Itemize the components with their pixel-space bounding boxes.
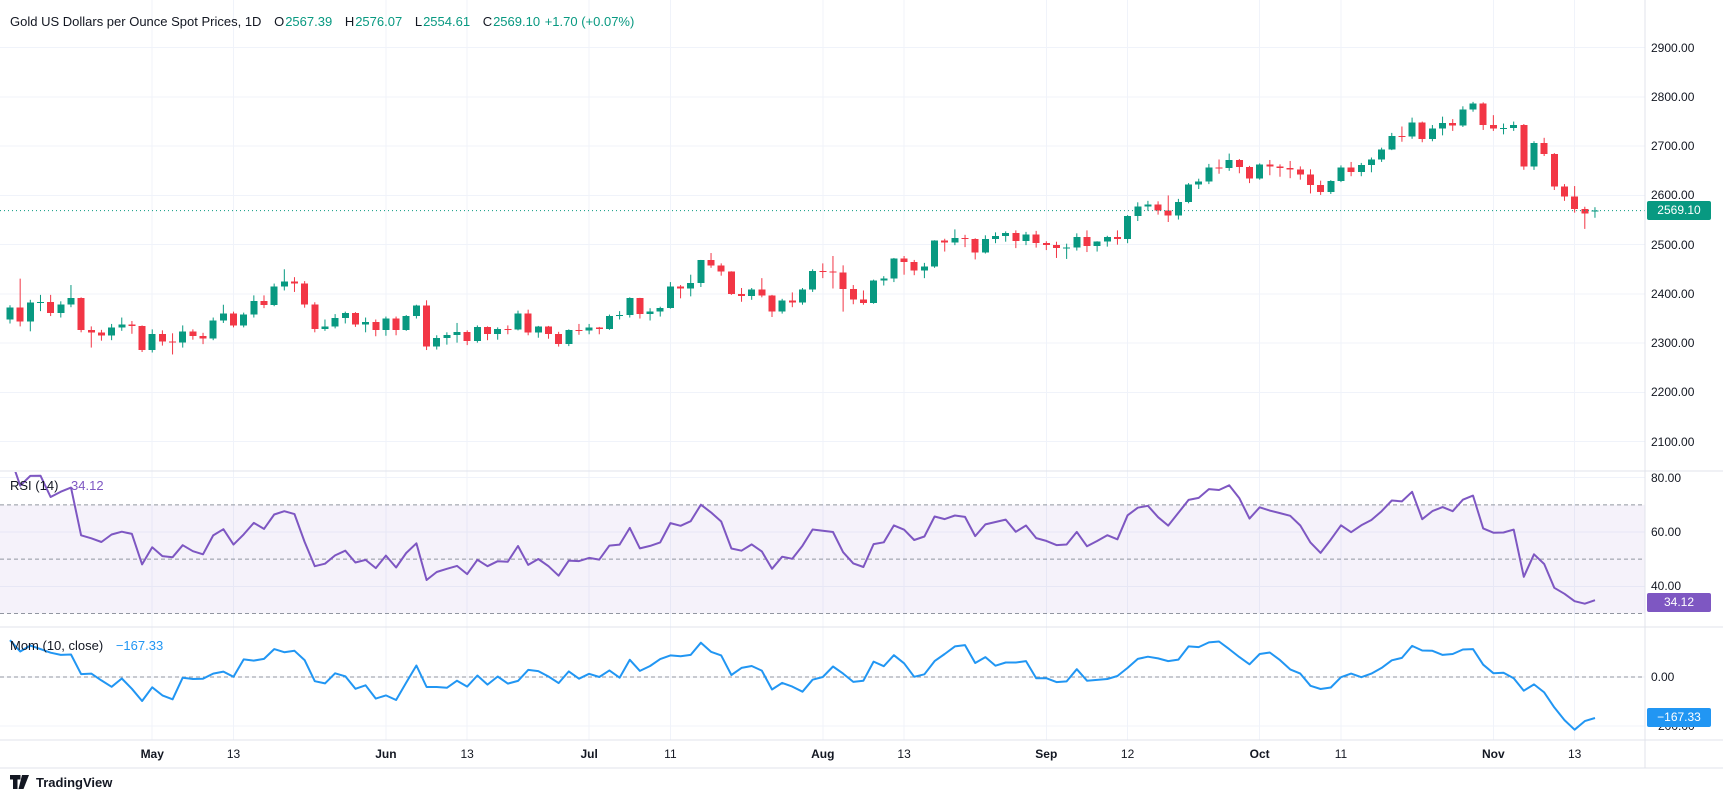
time-tick-label: Nov <box>1482 747 1505 761</box>
time-tick-label: 11 <box>1334 747 1348 761</box>
tradingview-logo[interactable]: TradingView <box>10 775 112 790</box>
time-tick-label: May <box>140 747 164 761</box>
price-tick-label: 2500.00 <box>1651 237 1695 252</box>
price-tick-label: 2300.00 <box>1651 336 1695 351</box>
high-value: 2576.07 <box>355 14 403 29</box>
tradingview-logo-icon <box>10 775 29 789</box>
time-tick-label: 13 <box>460 747 474 761</box>
price-axis[interactable] <box>1645 0 1723 740</box>
price-tick-label: 2900.00 <box>1651 40 1695 55</box>
rsi-series <box>14 472 1596 605</box>
momentum-legend[interactable]: Mom (10, close) −167.33 <box>10 638 163 653</box>
rsi-tick-label: 60.00 <box>1651 525 1682 539</box>
change-value: +1.70 (+0.07%) <box>544 14 635 29</box>
rsi-tick-label: 40.00 <box>1651 579 1682 594</box>
momentum-value: −167.33 <box>115 638 164 653</box>
price-tick-label: 2800.00 <box>1651 89 1695 104</box>
open-value: 2567.39 <box>285 14 333 29</box>
indicator-guides <box>0 504 1645 678</box>
low-value: 2554.61 <box>423 14 471 29</box>
price-tick-label: 2100.00 <box>1651 434 1695 449</box>
low-key: L <box>414 14 423 29</box>
rsi-legend[interactable]: RSI (14) 34.12 <box>10 478 104 493</box>
rsi-tick-label: 80.00 <box>1651 470 1682 485</box>
price-tick-label: 2700.00 <box>1651 139 1695 154</box>
rsi-label: RSI (14) <box>10 478 59 493</box>
momentum-series <box>9 639 1596 731</box>
tradingview-logo-text: TradingView <box>36 775 113 790</box>
main-series-legend[interactable]: Gold US Dollars per Ounce Spot Prices, 1… <box>10 14 634 29</box>
price-tick-label: 2400.00 <box>1651 286 1695 301</box>
symbol-title: Gold US Dollars per Ounce Spot Prices, 1… <box>10 14 262 29</box>
time-tick-label: 13 <box>897 747 911 761</box>
time-tick-label: Sep <box>1035 747 1058 761</box>
time-tick-label: Jul <box>580 747 598 761</box>
pane-separators <box>0 0 1723 769</box>
momentum-label: Mom (10, close) <box>10 638 104 653</box>
time-tick-label: 12 <box>1120 747 1135 761</box>
rsi-value: 34.12 <box>71 478 104 493</box>
candlestick-series <box>6 101 1599 355</box>
price-tick-label: 2200.00 <box>1651 385 1695 400</box>
price-tick-label: 2600.00 <box>1651 188 1695 203</box>
close-key: C <box>482 14 493 29</box>
gridlines <box>0 0 1645 740</box>
time-tick-label: 13 <box>226 747 241 761</box>
rsi-value-badge: 34.12 <box>1647 593 1711 612</box>
time-axis[interactable] <box>0 740 1723 768</box>
time-tick-label: Aug <box>811 747 835 761</box>
close-value: 2569.10 <box>493 14 541 29</box>
time-tick-label: 13 <box>1567 747 1582 761</box>
high-key: H <box>344 14 355 29</box>
momentum-tick-label: 0.00 <box>1651 670 1675 684</box>
momentum-value-badge: −167.33 <box>1647 708 1711 727</box>
time-tick-label: 11 <box>664 747 677 761</box>
time-tick-label: Jun <box>375 747 397 761</box>
time-tick-label: Oct <box>1249 747 1270 761</box>
current-price-badge: 2569.10 <box>1647 201 1711 220</box>
open-key: O <box>274 14 285 29</box>
